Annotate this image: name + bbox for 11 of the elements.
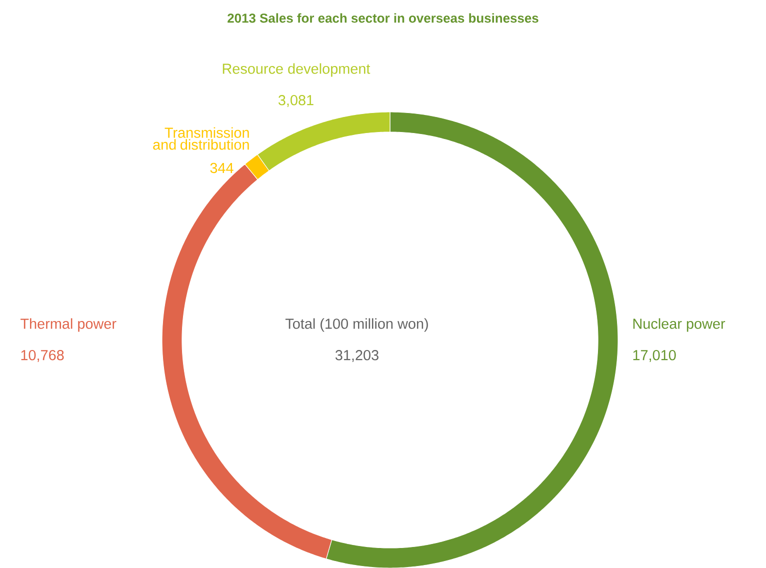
text: Total (100 million won) xyxy=(285,318,428,332)
slice-label: Resource development xyxy=(222,63,370,77)
data-label: 17,010 xyxy=(633,350,676,362)
chart-title: 2013 Sales for each sector in overseas businesses xyxy=(228,13,538,23)
text: 31,203 xyxy=(335,350,378,362)
data-label: 344 xyxy=(210,162,234,173)
data-label: 10,768 xyxy=(21,350,64,362)
data-label: 3,081 xyxy=(278,94,314,107)
slice-label: Nuclear power xyxy=(633,318,726,332)
slice-label: Thermal power xyxy=(20,318,116,332)
slice-label: Transmission and distribution xyxy=(153,127,249,150)
